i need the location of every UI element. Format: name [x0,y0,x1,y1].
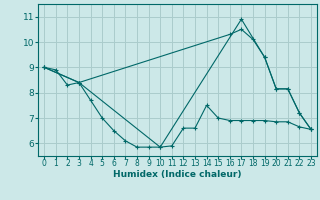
X-axis label: Humidex (Indice chaleur): Humidex (Indice chaleur) [113,170,242,179]
